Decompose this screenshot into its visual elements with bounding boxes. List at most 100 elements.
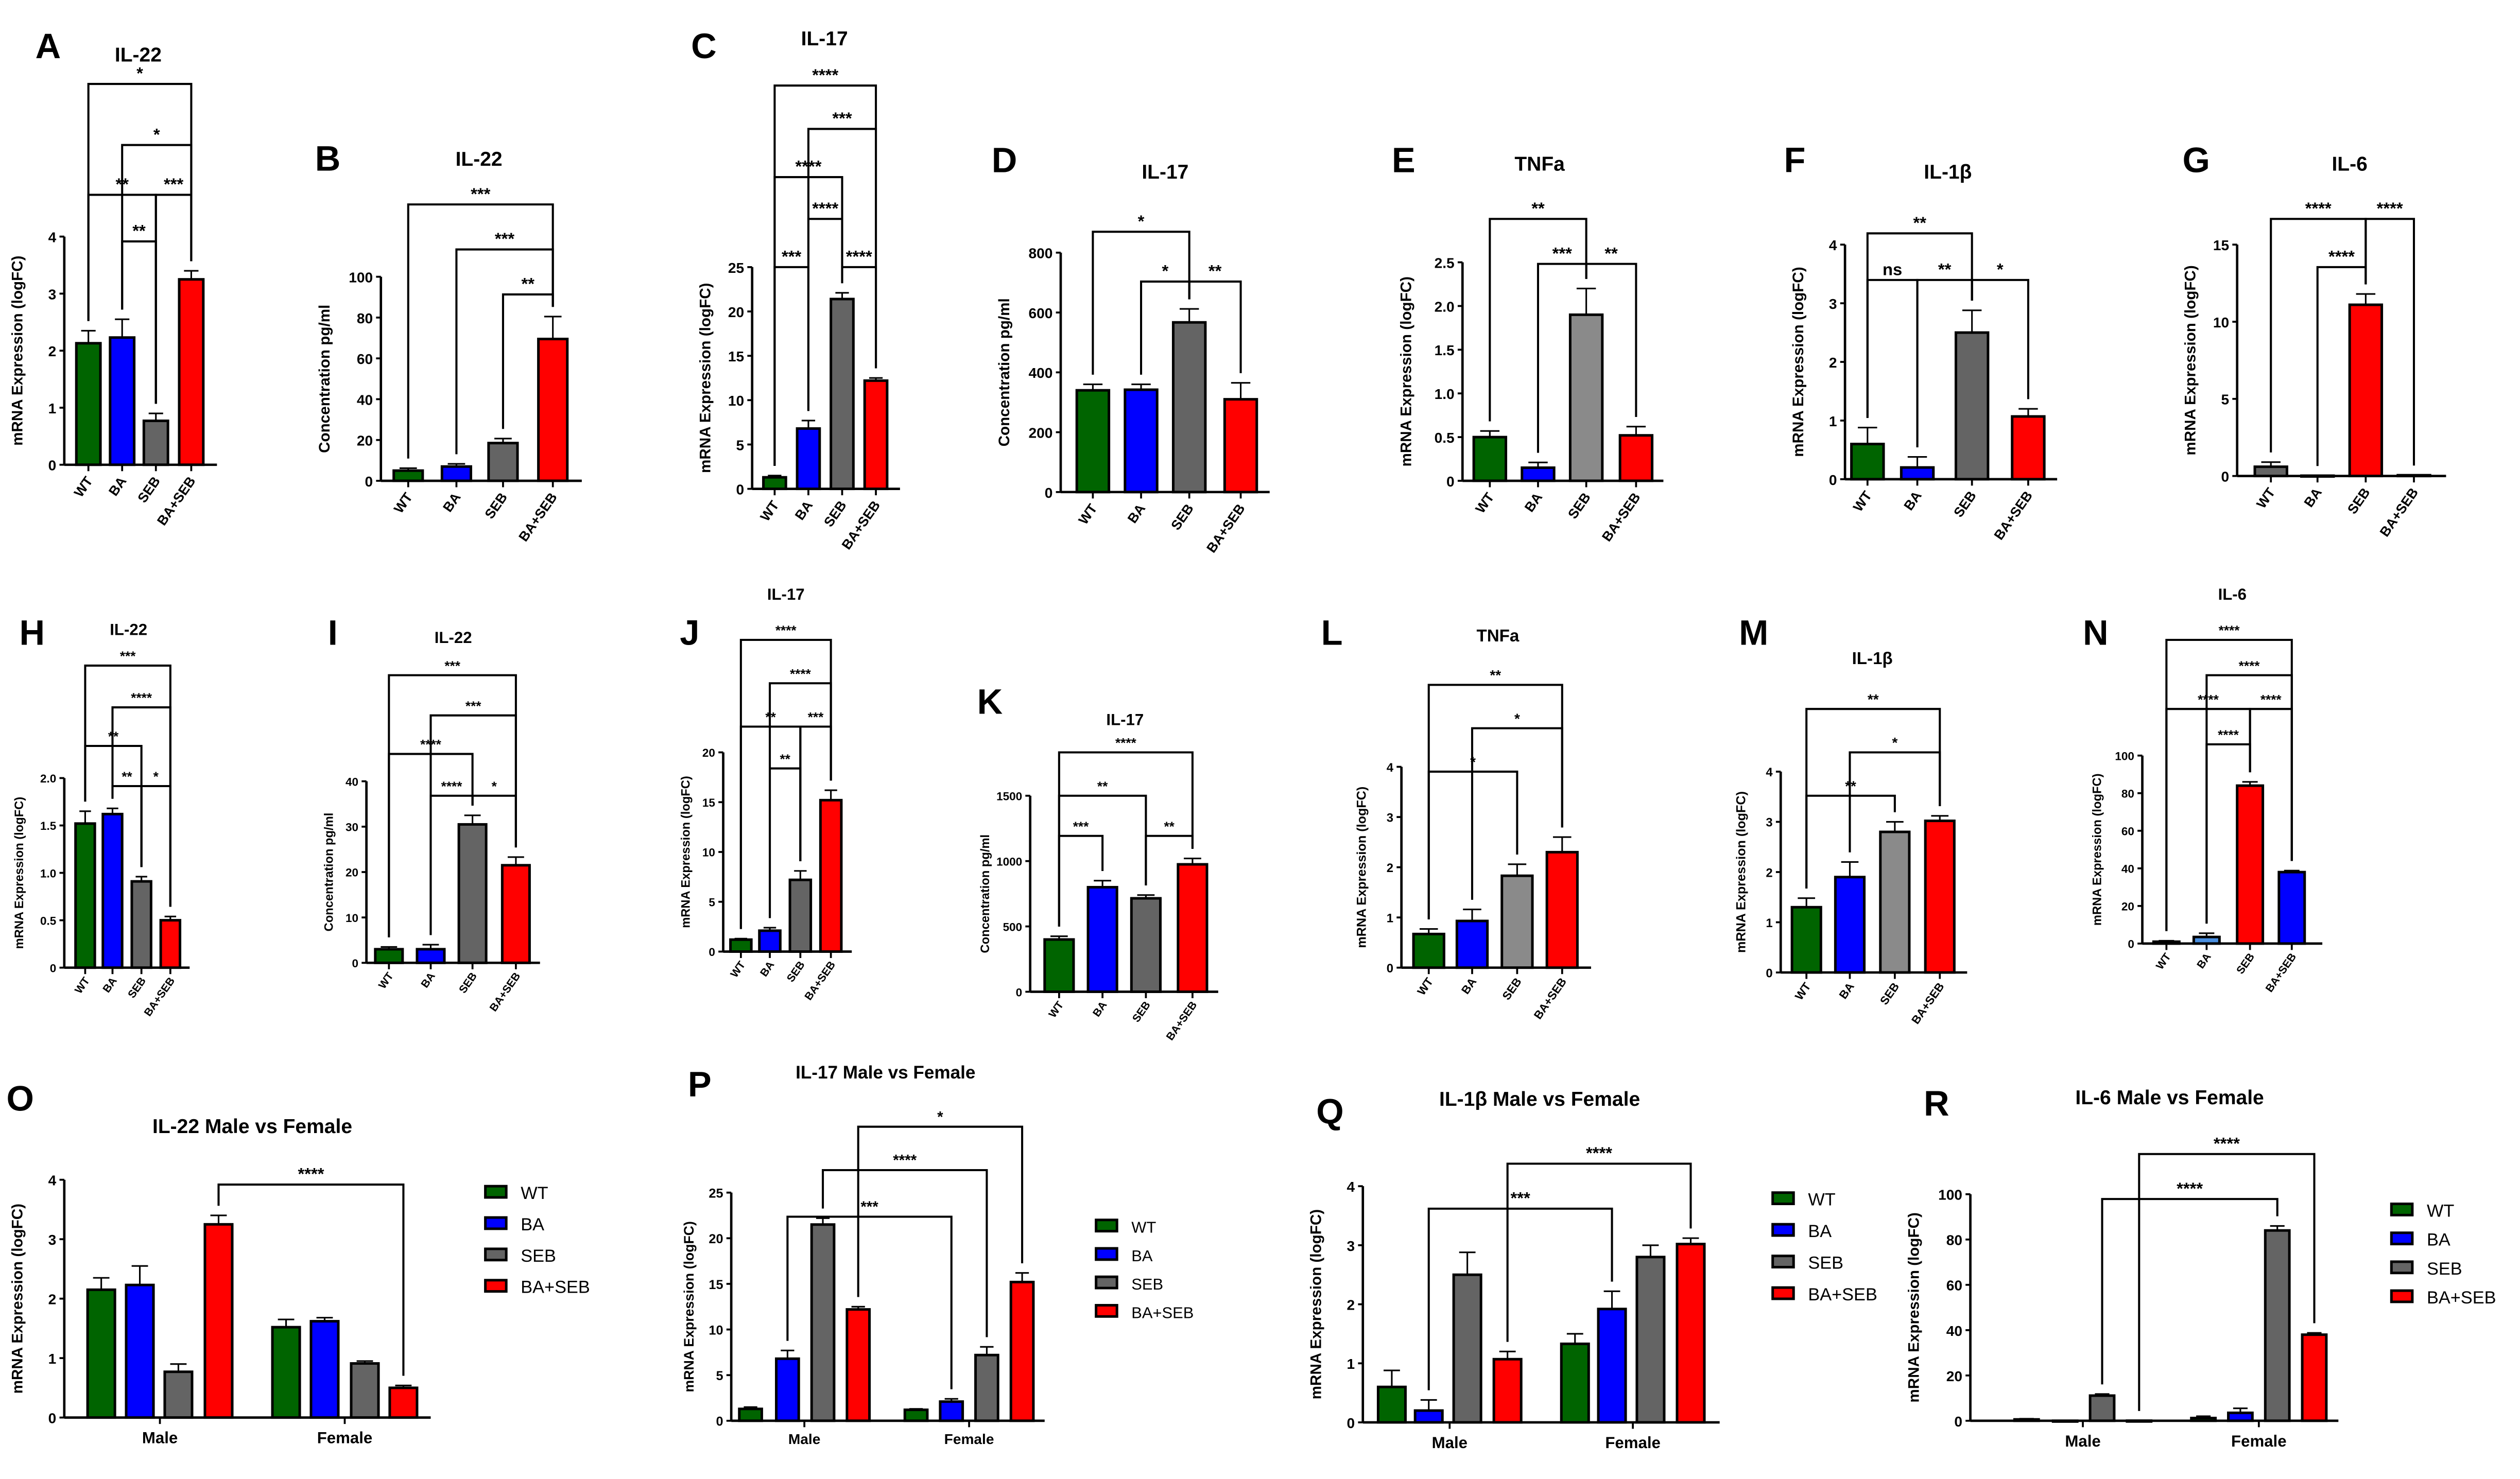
significance-bracket	[857, 1125, 1024, 1297]
bar	[2011, 415, 2046, 481]
y-tick-label: 600	[1029, 305, 1053, 321]
significance-label: ****	[2328, 247, 2355, 266]
panel-m: M IL-1β mRNA Expression (logFC) 0 1 2 3 4 WT BA SE…	[1734, 613, 1967, 1026]
y-tick-label: 3	[1766, 816, 1772, 830]
bar	[1492, 1358, 1523, 1424]
x-tick-label: BA	[792, 498, 816, 523]
significance-label: ****	[1115, 735, 1137, 751]
y-tick-label: 1	[1766, 916, 1772, 930]
significance-label: ***	[164, 175, 184, 194]
significance-label: ****	[846, 247, 872, 266]
bar	[788, 878, 813, 953]
legend-label: BA	[1808, 1222, 1832, 1241]
x-tick-label: SEB	[134, 474, 163, 506]
significance-bracket	[841, 266, 877, 369]
y-tick-label: 100	[349, 270, 373, 286]
y-tick-label: 3	[1347, 1238, 1355, 1254]
x-tick-label: WT	[73, 975, 92, 996]
bar	[203, 1223, 234, 1419]
panel-f: F IL-1β mRNA Expression (logFC) 0 1 2 3 4 WT BA SE…	[1784, 141, 2058, 543]
chart-title: IL-17 Male vs Female	[796, 1063, 975, 1083]
y-tick-label: 1	[1387, 911, 1393, 925]
y-tick-label: 0	[48, 458, 57, 474]
group-label: Female	[944, 1431, 994, 1447]
panel-a: A IL-22 mRNA Expression (logFC) 0 1 2 3 4 WT BA SE…	[9, 26, 217, 528]
x-tick-label: BA	[1837, 980, 1857, 1001]
y-tick-label: 15	[728, 349, 744, 364]
significance-bracket	[502, 293, 554, 429]
y-tick-label: 80	[357, 310, 373, 326]
y-tick-label: 10	[728, 393, 744, 409]
bar	[109, 336, 136, 466]
chart-title: IL-17	[801, 28, 848, 50]
bar	[159, 919, 182, 969]
significance-bracket	[1427, 684, 1563, 919]
panel-i: I IL-22 Concentration pg/ml 0 10 20 30 40 WT BA SE…	[323, 613, 540, 1014]
legend-swatch	[1771, 1255, 1795, 1268]
legend-swatch	[1771, 1191, 1795, 1206]
x-tick-label: BA+SEB	[488, 970, 523, 1014]
significance-label: *	[937, 1108, 943, 1125]
legend-swatch	[1095, 1275, 1118, 1290]
chart-title: IL-1β	[1852, 649, 1893, 668]
y-tick-label: 2.0	[1435, 299, 1455, 315]
significance-label: ***	[782, 247, 802, 266]
y-tick-label: 0	[1347, 1415, 1355, 1431]
significance-bracket	[2316, 266, 2367, 466]
bar	[271, 1326, 301, 1419]
significance-label: ****	[2219, 623, 2240, 638]
bar	[1177, 863, 1209, 994]
bar	[1171, 321, 1207, 494]
significance-label: ****	[420, 737, 442, 752]
y-tick-label: 1	[1347, 1356, 1355, 1372]
bar	[2227, 1411, 2254, 1422]
panel-letter: M	[1739, 613, 1768, 652]
group-label: Female	[2231, 1432, 2287, 1450]
y-axis-label: mRNA Expression (logFC)	[680, 776, 693, 928]
bar	[863, 379, 889, 491]
y-tick-label: 80	[1946, 1232, 1962, 1248]
y-tick-label: 2.5	[1435, 255, 1455, 271]
panel-l: L TNFa mRNA Expression (logFC) 0 1 2 3 4 WT BA SEB…	[1321, 613, 1591, 1022]
chart-title: TNFa	[1476, 627, 1519, 646]
bar	[537, 338, 569, 482]
y-tick-label: 10	[702, 846, 715, 859]
significance-label: ns	[1883, 259, 1902, 279]
significance-bracket	[1092, 231, 1190, 375]
x-tick-label: BA	[1901, 488, 1925, 513]
x-tick-label: BA+SEB	[1909, 980, 1946, 1026]
significance-label: *	[1470, 754, 1476, 770]
bar	[440, 465, 473, 482]
significance-label: **	[122, 769, 132, 785]
significance-label: *	[492, 778, 497, 794]
legend-label: SEB	[521, 1246, 556, 1266]
y-tick-label: 1000	[996, 855, 1022, 868]
y-tick-label: 4	[1387, 761, 1394, 775]
bar	[1834, 876, 1866, 974]
x-tick-label: SEB	[2234, 951, 2257, 977]
significance-bracket	[455, 248, 554, 455]
significance-bracket	[1506, 1162, 1692, 1342]
bar	[350, 1362, 380, 1419]
significance-label: *	[1162, 262, 1168, 281]
bar	[1124, 388, 1159, 494]
significance-bracket	[121, 240, 157, 404]
panel-p: P IL-17 Male vs Female mRNA Expression (lo…	[681, 1063, 1194, 1447]
y-tick-label: 3	[48, 1232, 57, 1248]
significance-label: **	[1531, 199, 1545, 218]
y-tick-label: 3	[1829, 296, 1837, 312]
y-tick-label: 200	[1029, 425, 1053, 441]
y-tick-label: 10	[709, 1323, 723, 1337]
x-tick-label: SEB	[1877, 980, 1902, 1007]
y-tick-label: 30	[346, 821, 358, 834]
chart-title: IL-17	[1142, 161, 1188, 183]
significance-label: ***	[808, 709, 824, 725]
y-tick-label: 4	[48, 1173, 57, 1189]
chart-title: IL-17	[767, 585, 805, 603]
chart-title: IL-6	[2218, 585, 2247, 603]
y-tick-label: 0	[352, 957, 358, 970]
x-tick-label: BA	[106, 474, 130, 499]
x-tick-label: BA+SEB	[803, 959, 838, 1002]
y-tick-label: 0	[736, 482, 744, 498]
legend-label: BA+SEB	[1131, 1303, 1194, 1321]
